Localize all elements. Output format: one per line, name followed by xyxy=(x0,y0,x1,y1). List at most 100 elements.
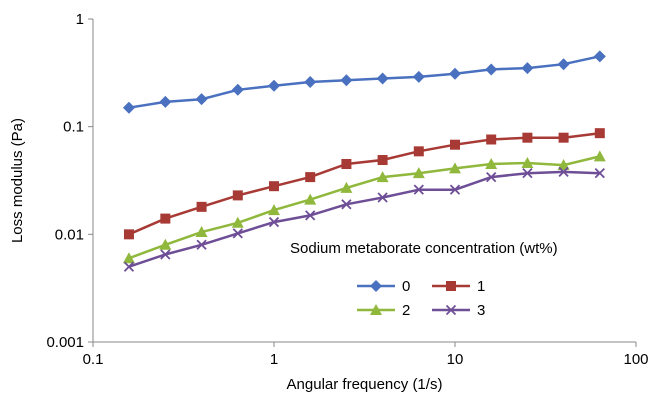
legend-title: Sodium metaborate concentration (wt%) xyxy=(290,240,558,257)
data-point-0 xyxy=(376,72,389,85)
legend-marker xyxy=(446,281,456,291)
x-marker-stroke xyxy=(413,184,424,195)
series-0 xyxy=(122,50,606,114)
y-tick-label: 1 xyxy=(76,11,84,28)
x-tick-label: 0.1 xyxy=(83,351,104,368)
series-3 xyxy=(123,166,605,272)
data-point-0 xyxy=(195,93,208,106)
y-tick-label: 0.1 xyxy=(63,119,84,136)
data-point-2 xyxy=(195,226,208,238)
data-point-2 xyxy=(521,156,534,168)
data-point-2 xyxy=(376,171,389,183)
data-point-0 xyxy=(231,83,244,96)
legend-label: 2 xyxy=(402,302,410,319)
data-point-1 xyxy=(341,159,352,170)
series-layer xyxy=(122,50,606,272)
data-point-3 xyxy=(160,249,171,260)
legend-marker xyxy=(370,280,382,292)
data-point-1 xyxy=(160,213,171,224)
data-point-2 xyxy=(122,252,135,264)
x-marker-stroke xyxy=(196,239,207,250)
series-line-2 xyxy=(128,155,601,260)
data-point-0 xyxy=(521,62,534,75)
data-point-2 xyxy=(485,158,498,170)
data-point-3 xyxy=(123,261,135,272)
series-1 xyxy=(123,128,605,240)
data-point-0 xyxy=(449,67,461,80)
legend-label: 3 xyxy=(477,302,485,319)
y-tick-label: 0.001 xyxy=(46,334,84,351)
data-point-1 xyxy=(269,181,279,192)
data-point-1 xyxy=(305,172,316,183)
data-point-3 xyxy=(377,192,388,203)
data-point-2 xyxy=(231,216,244,228)
legend-marker xyxy=(445,304,457,316)
legend-item-2: 2 xyxy=(357,302,410,319)
data-point-3 xyxy=(305,210,316,221)
data-point-1 xyxy=(413,146,424,157)
data-point-3 xyxy=(594,168,605,179)
chart-axes xyxy=(88,18,637,347)
x-marker-stroke xyxy=(341,199,352,210)
legend-item-1: 1 xyxy=(432,278,485,295)
data-point-2 xyxy=(304,193,317,205)
tick-labels: 0.001 0.01 0.1 1 0.1 1 10 100 xyxy=(46,11,648,368)
data-point-2 xyxy=(268,204,280,216)
data-point-0 xyxy=(593,50,606,63)
data-point-1 xyxy=(486,134,497,145)
series-2 xyxy=(122,150,606,264)
series-line-3 xyxy=(128,170,600,268)
x-marker-stroke xyxy=(232,228,243,239)
data-point-3 xyxy=(558,166,569,178)
data-point-3 xyxy=(232,228,243,239)
data-point-1 xyxy=(232,190,243,201)
data-point-2 xyxy=(340,181,353,193)
x-marker-stroke xyxy=(558,166,569,178)
legend-item-0: 0 xyxy=(357,278,410,295)
legend-items: 0 1 2 3 xyxy=(357,278,485,319)
legend: Sodium metaborate concentration (wt%) 0 1… xyxy=(290,240,558,319)
series-line-0 xyxy=(128,55,601,109)
x-marker-stroke xyxy=(594,168,605,179)
data-point-3 xyxy=(341,199,352,210)
data-point-3 xyxy=(196,239,207,250)
legend-marker xyxy=(370,304,382,315)
x-tick-label: 10 xyxy=(447,351,464,368)
data-point-1 xyxy=(522,132,533,143)
legend-label: 0 xyxy=(402,278,410,295)
data-point-1 xyxy=(450,139,460,150)
x-marker-stroke xyxy=(160,249,171,260)
data-point-0 xyxy=(557,58,570,71)
legend-label: 1 xyxy=(477,278,485,295)
data-point-3 xyxy=(449,184,461,195)
data-point-3 xyxy=(268,216,280,228)
data-point-0 xyxy=(412,70,425,83)
data-point-1 xyxy=(196,201,207,212)
data-point-2 xyxy=(412,167,425,179)
x-marker-stroke xyxy=(449,184,461,195)
data-point-2 xyxy=(159,238,172,250)
data-point-0 xyxy=(304,75,317,88)
data-point-0 xyxy=(340,74,353,87)
data-point-3 xyxy=(486,171,497,183)
x-marker-stroke xyxy=(445,304,457,316)
x-marker-stroke xyxy=(123,261,135,272)
x-marker-stroke xyxy=(305,210,316,221)
data-point-0 xyxy=(122,101,135,114)
x-marker-stroke xyxy=(268,216,280,228)
data-point-0 xyxy=(268,79,280,92)
data-point-1 xyxy=(558,132,569,143)
x-marker-stroke xyxy=(522,168,533,179)
series-line-1 xyxy=(128,131,600,236)
legend-item-3: 3 xyxy=(432,302,485,319)
y-tick-label: 0.01 xyxy=(55,226,84,243)
data-point-2 xyxy=(557,159,570,171)
data-point-3 xyxy=(522,168,533,179)
data-point-1 xyxy=(377,155,388,166)
data-point-1 xyxy=(123,229,134,240)
x-tick-label: 100 xyxy=(623,351,648,368)
x-axis-title: Angular frequency (1/s) xyxy=(287,376,443,393)
data-point-0 xyxy=(159,95,172,108)
data-point-2 xyxy=(593,150,606,162)
